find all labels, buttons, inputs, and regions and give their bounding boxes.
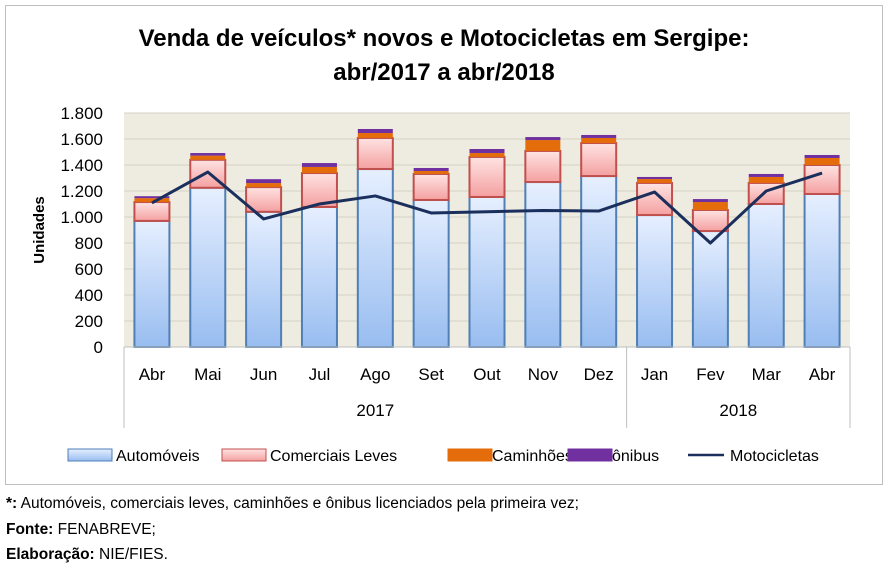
bar-ônibus — [804, 154, 840, 158]
bar-automóveis — [300, 205, 338, 348]
x-group-label: 2017 — [356, 401, 394, 420]
bar-comerciais-leves — [636, 181, 674, 217]
legend-swatch-1 — [221, 448, 267, 462]
bar-automóveis — [468, 195, 506, 348]
bar-automóveis — [580, 175, 618, 348]
bar-automóveis — [412, 198, 450, 348]
bar-comerciais-leves — [524, 149, 562, 184]
bar-caminhões — [581, 137, 617, 144]
bar-automóveis — [747, 203, 785, 348]
x-tick-label: Nov — [528, 365, 559, 384]
y-tick-label: 0 — [94, 338, 103, 357]
bar-comerciais-leves — [133, 201, 171, 222]
chart-title-line2: abr/2017 a abr/2018 — [333, 59, 555, 86]
bar-comerciais-leves — [245, 186, 283, 213]
y-tick-label: 1.800 — [60, 104, 103, 123]
x-group-label: 2018 — [719, 401, 757, 420]
bar-ônibus — [692, 199, 728, 203]
footnote-source-label: Fonte: — [6, 521, 54, 538]
footnote-elaboration-text: NIE/FIES. — [94, 546, 168, 563]
bar-caminhões — [469, 153, 505, 157]
y-tick-label: 800 — [75, 234, 103, 253]
x-tick-label: Jul — [309, 365, 331, 384]
legend-label: Comerciais Leves — [270, 448, 397, 465]
footnote-asterisk-text: Automóveis, comerciais leves, caminhões … — [17, 495, 579, 512]
x-tick-label: Abr — [139, 365, 166, 384]
y-tick-label: 400 — [75, 286, 103, 305]
x-tick-label: Jun — [250, 365, 277, 384]
footnote-source-text: FENABREVE; — [53, 521, 156, 538]
bar-caminhões — [804, 157, 840, 165]
bar-caminhões — [190, 155, 226, 160]
x-tick-label: Fev — [696, 365, 725, 384]
x-tick-label: Mai — [194, 365, 221, 384]
bar-ônibus — [413, 167, 449, 171]
x-tick-label: Ago — [360, 365, 390, 384]
bar-ônibus — [637, 176, 673, 180]
bar-caminhões — [692, 202, 728, 210]
bar-automóveis — [189, 186, 227, 348]
bar-ônibus — [246, 179, 282, 184]
bar-comerciais-leves — [580, 142, 618, 178]
bar-caminhões — [637, 179, 673, 183]
y-tick-label: 1.200 — [60, 182, 103, 201]
y-tick-label: 600 — [75, 260, 103, 279]
bar-caminhões — [246, 183, 282, 188]
bar-comerciais-leves — [412, 172, 450, 201]
footnote-elaboration-label: Elaboração: — [6, 546, 95, 563]
legend-label: Automóveis — [116, 448, 200, 465]
bar-ônibus — [748, 173, 784, 177]
bar-automóveis — [524, 181, 562, 348]
x-tick-label: Jan — [641, 365, 668, 384]
footnote-asterisk: *: Automóveis, comerciais leves, caminhõ… — [6, 495, 579, 513]
bar-automóveis — [691, 230, 729, 348]
bar-ônibus — [469, 149, 505, 154]
bar-comerciais-leves — [803, 164, 841, 195]
y-tick-label: 1.000 — [60, 208, 103, 227]
legend-swatch-0 — [67, 448, 113, 462]
legend-swatch-2 — [447, 448, 493, 462]
line-motocicletas — [151, 170, 823, 245]
bar-caminhões — [413, 170, 449, 174]
y-axis-label: Unidades — [31, 196, 48, 264]
x-tick-label: Abr — [809, 365, 836, 384]
bar-automóveis — [245, 210, 283, 348]
y-tick-label: 200 — [75, 312, 103, 331]
bar-caminhões — [357, 133, 393, 138]
bar-comerciais-leves — [691, 208, 729, 233]
bar-ônibus — [134, 196, 170, 199]
bar-ônibus — [357, 128, 393, 134]
y-tick-label: 1.600 — [60, 130, 103, 149]
bar-ônibus — [301, 163, 337, 167]
bar-automóveis — [636, 214, 674, 348]
bar-comerciais-leves — [468, 155, 506, 198]
x-tick-label: Out — [473, 365, 501, 384]
footnote-asterisk-label: *: — [6, 495, 18, 512]
y-tick-label: 1.400 — [60, 156, 103, 175]
bar-ônibus — [190, 153, 226, 156]
bar-caminhões — [301, 166, 337, 174]
bar-caminhões — [134, 198, 170, 203]
chart-title-line1: Venda de veículos* novos e Motocicletas … — [139, 25, 750, 52]
bar-comerciais-leves — [356, 136, 394, 171]
legend-label: Motocicletas — [730, 448, 819, 465]
footnote-elaboration: Elaboração: NIE/FIES. — [6, 546, 168, 564]
footnote-source: Fonte: FENABREVE; — [6, 521, 156, 539]
x-tick-label: Set — [418, 365, 444, 384]
stacked-bar-chart: Venda de veículos* novos e Motocicletas … — [5, 5, 883, 485]
x-tick-label: Dez — [584, 365, 614, 384]
bar-ônibus — [581, 134, 617, 138]
bar-automóveis — [803, 192, 841, 348]
bar-automóveis — [133, 219, 171, 348]
bar-caminhões — [525, 140, 561, 151]
legend-label: ônibus — [612, 448, 659, 465]
x-tick-label: Mar — [752, 365, 782, 384]
legend-swatch-3 — [567, 448, 613, 462]
bar-caminhões — [748, 176, 784, 183]
legend-label: Caminhões — [492, 448, 573, 465]
bar-ônibus — [525, 137, 561, 141]
